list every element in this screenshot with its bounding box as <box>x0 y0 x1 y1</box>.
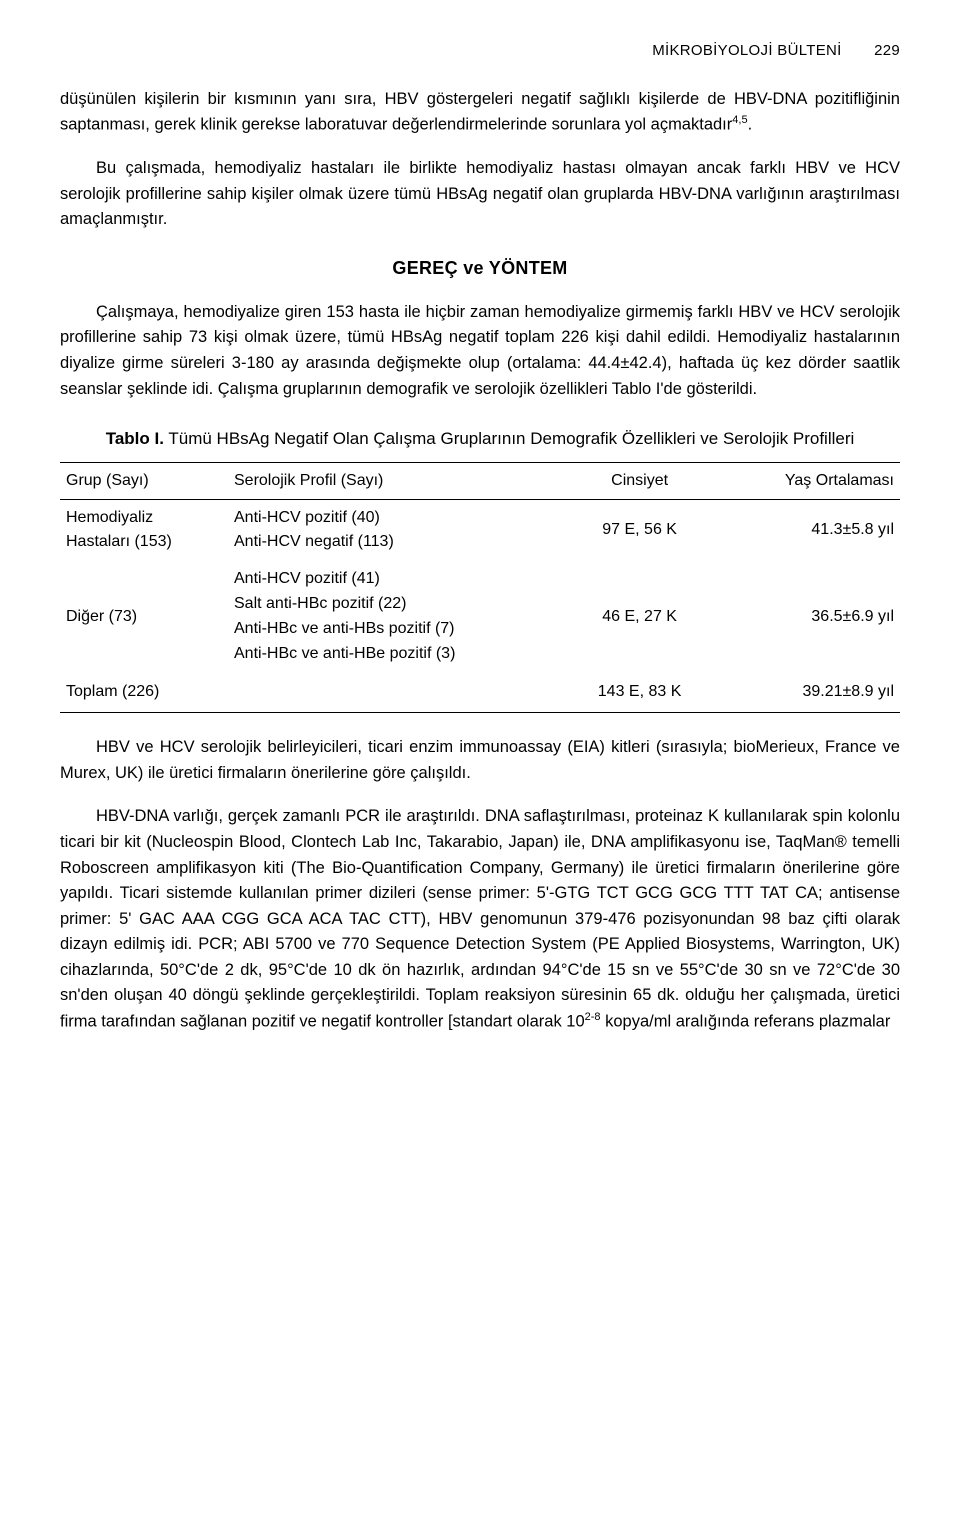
paragraph-5-sup: 2-8 <box>585 1011 601 1023</box>
paragraph-4: HBV ve HCV serolojik belirleyicileri, ti… <box>60 735 900 786</box>
cell-cins-2: 46 E, 27 K <box>564 561 715 672</box>
cell-group-3: Toplam (226) <box>60 672 228 713</box>
cell-profil-2-l2: Salt anti-HBc pozitif (22) <box>234 595 407 612</box>
table-title-label: Tablo I. <box>106 429 164 448</box>
paragraph-3: Çalışmaya, hemodiyalize giren 153 hasta … <box>60 300 900 402</box>
cell-yas-2: 36.5±6.9 yıl <box>715 561 900 672</box>
th-profil: Serolojik Profil (Sayı) <box>228 462 564 499</box>
table-1: Tablo I. Tümü HBsAg Negatif Olan Çalışma… <box>60 426 900 713</box>
cell-profil-1-l2: Anti-HCV negatif (113) <box>234 533 394 550</box>
paragraph-5: HBV-DNA varlığı, gerçek zamanlı PCR ile … <box>60 804 900 1035</box>
paragraph-1-text: düşünülen kişilerin bir kısmının yanı sı… <box>60 90 900 134</box>
cell-profil-2-l4: Anti-HBc ve anti-HBe pozitif (3) <box>234 645 455 662</box>
table-row: Hemodiyaliz Hastaları (153) Anti-HCV poz… <box>60 499 900 561</box>
paragraph-5-b: kopya/ml aralığında referans plazmalar <box>601 1012 891 1030</box>
data-table: Grup (Sayı) Serolojik Profil (Sayı) Cins… <box>60 462 900 714</box>
paragraph-1-sup: 4,5 <box>732 114 747 126</box>
table-row: Diğer (73) Anti-HCV pozitif (41) Salt an… <box>60 561 900 672</box>
page-header: MİKROBİYOLOJİ BÜLTENİ 229 <box>60 40 900 63</box>
cell-yas-3: 39.21±8.9 yıl <box>715 672 900 713</box>
cell-group-1: Hemodiyaliz Hastaları (153) <box>60 499 228 561</box>
paragraph-2: Bu çalışmada, hemodiyaliz hastaları ile … <box>60 156 900 233</box>
page-number: 229 <box>874 42 900 59</box>
th-group: Grup (Sayı) <box>60 462 228 499</box>
cell-profil-2-l3: Anti-HBc ve anti-HBs pozitif (7) <box>234 620 455 637</box>
cell-yas-1: 41.3±5.8 yıl <box>715 499 900 561</box>
cell-profil-2: Anti-HCV pozitif (41) Salt anti-HBc pozi… <box>228 561 564 672</box>
cell-cins-1: 97 E, 56 K <box>564 499 715 561</box>
cell-profil-2-l1: Anti-HCV pozitif (41) <box>234 570 380 587</box>
cell-cins-3: 143 E, 83 K <box>564 672 715 713</box>
table-row-total: Toplam (226) 143 E, 83 K 39.21±8.9 yıl <box>60 672 900 713</box>
cell-group-1-l2: Hastaları (153) <box>66 533 172 550</box>
table-header-row: Grup (Sayı) Serolojik Profil (Sayı) Cins… <box>60 462 900 499</box>
paragraph-5-a: HBV-DNA varlığı, gerçek zamanlı PCR ile … <box>60 807 900 1030</box>
cell-group-1-l1: Hemodiyaliz <box>66 509 153 526</box>
cell-profil-1-l1: Anti-HCV pozitif (40) <box>234 509 380 526</box>
th-yas: Yaş Ortalaması <box>715 462 900 499</box>
paragraph-1-end: . <box>748 116 753 134</box>
cell-profil-3 <box>228 672 564 713</box>
table-title: Tablo I. Tümü HBsAg Negatif Olan Çalışma… <box>60 426 900 452</box>
table-title-text: Tümü HBsAg Negatif Olan Çalışma Grupları… <box>164 429 854 448</box>
th-cinsiyet: Cinsiyet <box>564 462 715 499</box>
section-heading: GEREÇ ve YÖNTEM <box>60 255 900 282</box>
paragraph-1: düşünülen kişilerin bir kısmının yanı sı… <box>60 87 900 139</box>
journal-title: MİKROBİYOLOJİ BÜLTENİ <box>652 42 841 59</box>
cell-profil-1: Anti-HCV pozitif (40) Anti-HCV negatif (… <box>228 499 564 561</box>
cell-group-2: Diğer (73) <box>60 561 228 672</box>
